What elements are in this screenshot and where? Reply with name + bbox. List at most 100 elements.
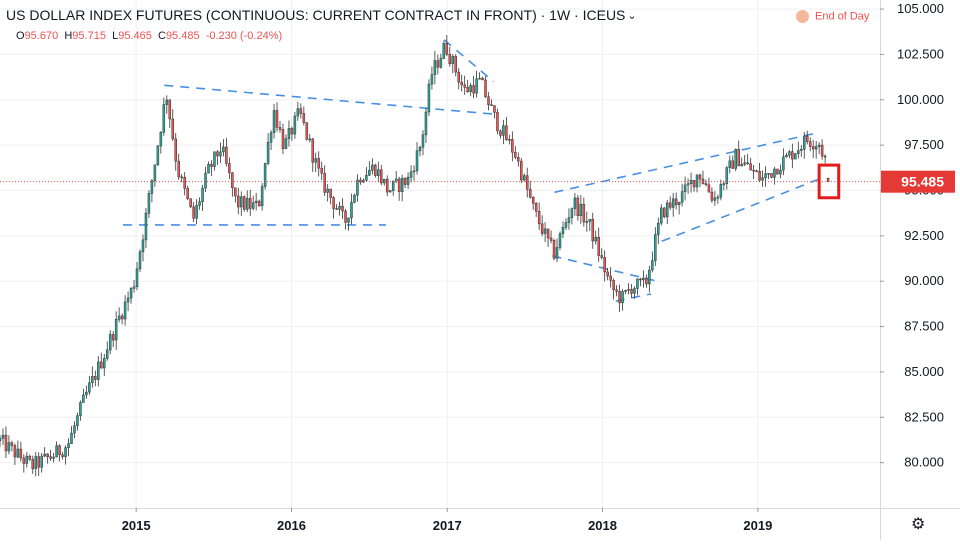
candle-down [612,279,615,290]
candle-up [16,448,20,458]
candle-up [147,193,151,214]
candle-up [555,247,559,259]
x-tick-label: 2018 [588,518,617,533]
trendline-top-channel[interactable] [443,39,495,83]
candle-up [523,175,526,181]
chevron-down-icon[interactable]: ⌄ [627,10,637,22]
candle-down [281,129,285,149]
candle-up [442,43,446,59]
candle-up [728,160,732,168]
candle-up [198,201,201,206]
candle-up [558,233,562,248]
candle-up [85,391,88,396]
candle-up [588,219,592,222]
candle-up [642,277,645,281]
candle-down [603,257,606,273]
end-of-day-badge[interactable]: End of Day [796,10,869,23]
candle-up [695,174,699,188]
trendline-channel-upper[interactable] [554,131,820,194]
candle-up [719,184,723,198]
candle-up [475,78,478,94]
candle-down [374,164,377,176]
candle-up [782,156,785,171]
candle-down [582,203,586,223]
candle-up [144,212,148,241]
candle-up [156,145,160,166]
trendline-channel-lower[interactable] [661,177,823,243]
candle-up [260,186,264,207]
candle-up [773,168,776,178]
candle-up [567,217,571,223]
candle-down [237,195,240,208]
candle-up [91,376,94,384]
candle-up [627,288,630,291]
candle-up [671,198,675,208]
low-value: 95.465 [118,30,152,42]
end-of-day-label: End of Day [815,10,870,23]
candle-up [368,170,371,176]
candle-up [150,180,154,194]
candle-down [808,141,812,147]
trendline-triangle-upper[interactable] [164,84,496,116]
candle-down [704,183,708,186]
candle-down [257,200,261,207]
candle-down [805,135,809,142]
candle-up [251,202,255,209]
candle-down [4,434,8,452]
candle-down [320,167,323,174]
close-value: 95.485 [165,30,200,42]
candle-up [338,205,341,210]
candle-down [645,277,648,285]
candle-up [293,115,297,135]
trendline-base-support[interactable] [615,293,652,302]
candle-up [794,153,797,160]
candle-up [383,178,386,184]
candle-down [445,43,449,55]
y-tick-label: 87.500 [904,319,944,334]
candle-up [88,382,91,393]
candle-down [463,84,466,88]
last-price-label: 95.485 [901,174,944,190]
candle-down [514,151,517,158]
candle-up [129,288,133,299]
candle-up [314,158,317,163]
candle-down [317,158,320,169]
candle-up [636,278,639,289]
candle-down [278,127,282,130]
candle-down [58,445,61,456]
candle-up [409,171,413,178]
candle-down [46,453,49,458]
candle-down [329,188,332,198]
y-tick-label: 92.500 [904,228,944,243]
candle-down [600,255,603,258]
candle-down [823,155,827,158]
candle-up [722,183,726,185]
candle-up [7,442,11,452]
symbol-title[interactable]: US DOLLAR INDEX FUTURES (CONTINUOUS: CUR… [6,7,626,23]
candle-down [668,202,672,208]
gear-icon[interactable]: ⚙ [911,516,926,533]
candle-up [296,108,300,117]
y-tick-label: 102.500 [897,46,944,61]
candle-down [397,178,401,192]
candle-down [228,163,231,174]
candle-up [412,170,416,173]
candle-down [549,237,553,241]
candle-up [680,191,684,203]
candle-down [28,455,32,460]
candle-down [826,178,830,182]
candle-down [311,138,315,163]
candle-down [210,164,213,167]
candle-up [654,234,657,261]
candle-up [394,178,398,182]
y-tick-label: 80.000 [904,455,944,470]
candle-up [284,138,288,149]
x-tick-label: 2015 [122,518,151,533]
candle-down [520,160,523,181]
candle-down [344,210,347,223]
candle-down [290,128,294,135]
candle-up [451,56,455,64]
candle-up [326,188,329,193]
candle-down [531,196,535,204]
